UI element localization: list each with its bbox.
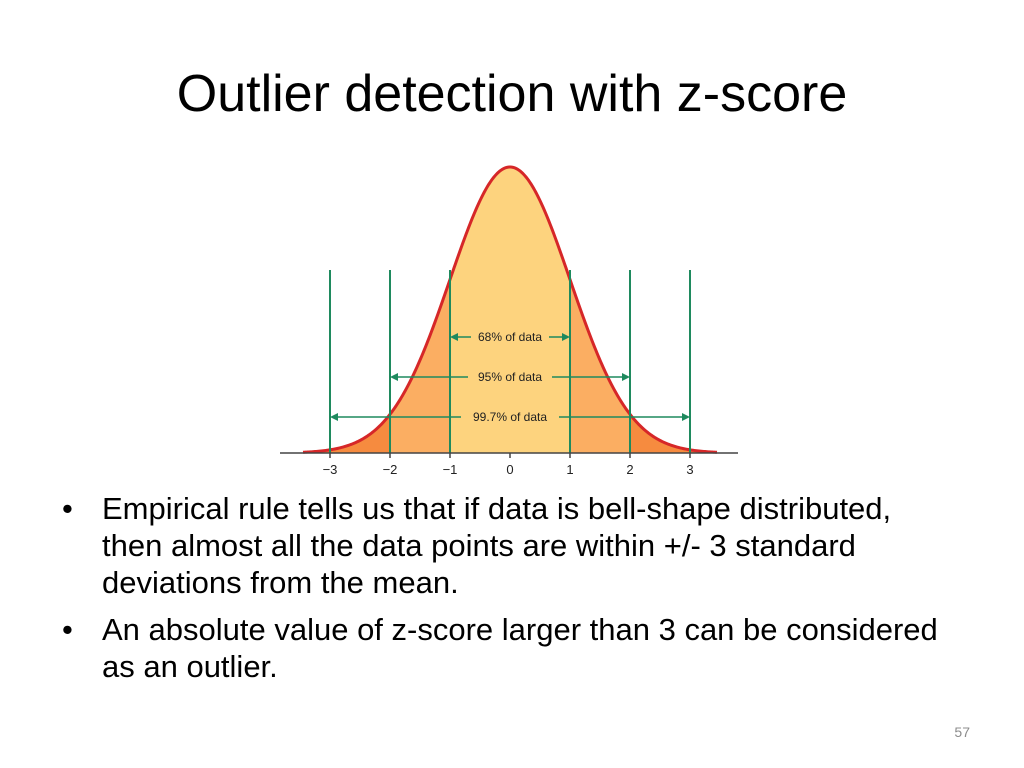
x-tick-label: 2	[626, 462, 633, 477]
range-label: 95% of data	[478, 370, 542, 384]
slide-title: Outlier detection with z-score	[176, 65, 848, 123]
tail-region-right	[630, 414, 717, 453]
x-tick-label: −1	[443, 462, 458, 477]
bullet-dot: •	[62, 491, 73, 526]
tail-region-left	[303, 414, 390, 453]
bullet-text: Empirical rule tells us that if data is …	[102, 491, 892, 600]
range-label: 68% of data	[478, 330, 542, 344]
x-tick-label: 0	[506, 462, 513, 477]
arrowhead-left	[450, 333, 458, 341]
bullet-dot: •	[62, 612, 73, 647]
arrowhead-right	[562, 333, 570, 341]
bullet-item: • An absolute value of z-score larger th…	[58, 611, 958, 685]
center-region	[450, 167, 570, 453]
page-number: 57	[954, 724, 970, 740]
bullet-list: • Empirical rule tells us that if data i…	[58, 490, 958, 695]
arrowhead-right	[622, 373, 630, 381]
range-label: 99.7% of data	[473, 410, 547, 424]
x-tick-label: 1	[566, 462, 573, 477]
x-tick-label: −2	[383, 462, 398, 477]
arrowhead-left	[330, 413, 338, 421]
x-tick-label: 3	[686, 462, 693, 477]
bullet-text: An absolute value of z-score larger than…	[102, 612, 938, 684]
bell-curve-svg: −3 −2 −1 0 1 2 3 68% of data 95% of data 99.7% o…	[280, 165, 738, 477]
x-tick-label: −3	[323, 462, 338, 477]
arrowhead-right	[682, 413, 690, 421]
bell-curve-figure: −3 −2 −1 0 1 2 3 68% of data 95% of data 99.7% o…	[270, 155, 750, 485]
arrowhead-left	[390, 373, 398, 381]
bell-curve-line	[302, 165, 718, 454]
bullet-item: • Empirical rule tells us that if data i…	[58, 490, 958, 601]
